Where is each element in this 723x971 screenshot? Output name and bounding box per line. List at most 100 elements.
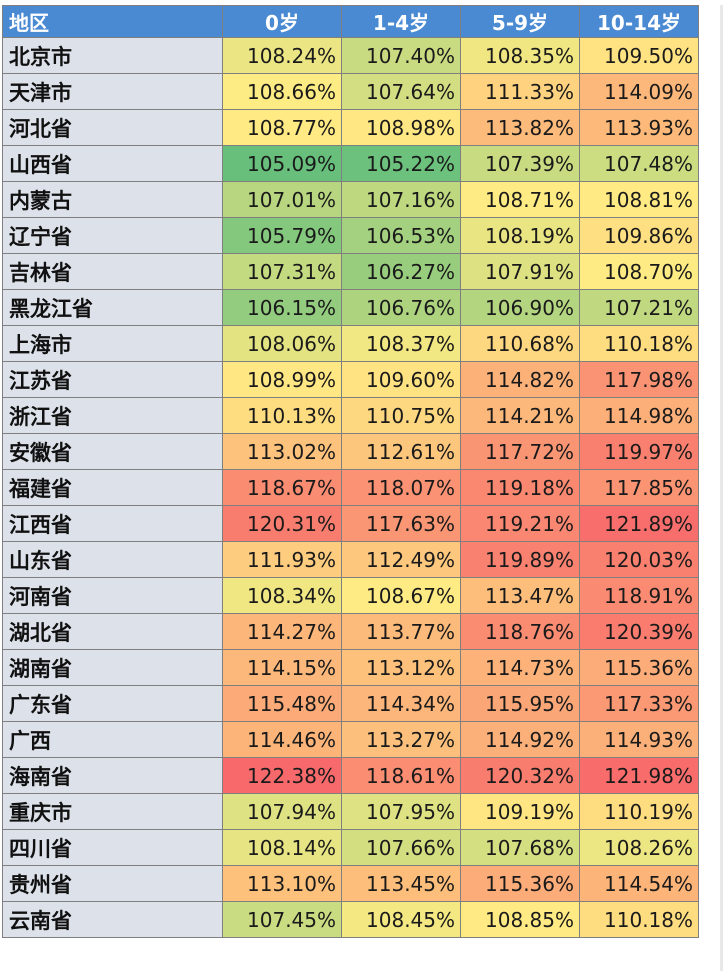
region-label: 海南省 <box>2 757 223 794</box>
region-label: 江西省 <box>2 505 223 542</box>
table-row: 吉林省 107.31% 106.27% 107.91% 108.70% <box>2 253 699 290</box>
region-label: 安徽省 <box>2 433 223 470</box>
region-label: 内蒙古 <box>2 181 223 218</box>
heatmap-cell: 114.09% <box>579 73 699 110</box>
heatmap-cell: 108.06% <box>222 325 342 362</box>
heatmap-cell: 117.85% <box>579 469 699 506</box>
heatmap-cell: 117.33% <box>579 685 699 722</box>
heatmap-cell: 107.94% <box>222 793 342 830</box>
heatmap-cell: 114.73% <box>460 649 580 686</box>
region-label: 黑龙江省 <box>2 289 223 326</box>
region-label: 山西省 <box>2 145 223 182</box>
region-label: 辽宁省 <box>2 217 223 254</box>
heatmap-cell: 110.13% <box>222 397 342 434</box>
heatmap-cell: 107.48% <box>579 145 699 182</box>
heatmap-cell: 107.16% <box>341 181 461 218</box>
heatmap-cell: 113.93% <box>579 109 699 146</box>
heatmap-cell: 108.71% <box>460 181 580 218</box>
region-label: 山东省 <box>2 541 223 578</box>
heatmap-cell: 109.86% <box>579 217 699 254</box>
heatmap-cell: 106.76% <box>341 289 461 326</box>
heatmap-cell: 113.10% <box>222 865 342 902</box>
heatmap-cell: 109.19% <box>460 793 580 830</box>
heatmap-cell: 118.07% <box>341 469 461 506</box>
heatmap-cell: 121.98% <box>579 757 699 794</box>
heatmap-cell: 114.54% <box>579 865 699 902</box>
heatmap-cell: 115.36% <box>460 865 580 902</box>
table-row: 四川省 108.14% 107.66% 107.68% 108.26% <box>2 829 699 866</box>
heatmap-cell: 107.66% <box>341 829 461 866</box>
region-label: 浙江省 <box>2 397 223 434</box>
table-row: 福建省 118.67% 118.07% 119.18% 117.85% <box>2 469 699 506</box>
heatmap-cell: 107.91% <box>460 253 580 290</box>
region-label: 河北省 <box>2 109 223 146</box>
region-label: 湖南省 <box>2 649 223 686</box>
heatmap-cell: 107.68% <box>460 829 580 866</box>
heatmap-body: 北京市 108.24% 107.40% 108.35% 109.50% 天津市 108.66… <box>2 37 699 938</box>
region-label: 贵州省 <box>2 865 223 902</box>
region-label: 江苏省 <box>2 361 223 398</box>
heatmap-cell: 119.18% <box>460 469 580 506</box>
heatmap-cell: 110.18% <box>579 901 699 938</box>
heatmap-cell: 108.24% <box>222 37 342 74</box>
heatmap-cell: 118.67% <box>222 469 342 506</box>
table-row: 辽宁省 105.79% 106.53% 108.19% 109.86% <box>2 217 699 254</box>
table-row: 黑龙江省 106.15% 106.76% 106.90% 107.21% <box>2 289 699 326</box>
table-row: 北京市 108.24% 107.40% 108.35% 109.50% <box>2 37 699 74</box>
region-label: 吉林省 <box>2 253 223 290</box>
region-label: 云南省 <box>2 901 223 938</box>
heatmap-cell: 109.60% <box>341 361 461 398</box>
heatmap-cell: 119.21% <box>460 505 580 542</box>
heatmap-cell: 114.15% <box>222 649 342 686</box>
table-row: 山东省 111.93% 112.49% 119.89% 120.03% <box>2 541 699 578</box>
heatmap-cell: 107.21% <box>579 289 699 326</box>
heatmap-cell: 111.93% <box>222 541 342 578</box>
table-row: 湖南省 114.15% 113.12% 114.73% 115.36% <box>2 649 699 686</box>
column-header: 0岁 <box>222 5 342 38</box>
heatmap-cell: 120.32% <box>460 757 580 794</box>
heatmap-cell: 107.40% <box>341 37 461 74</box>
heatmap-cell: 112.49% <box>341 541 461 578</box>
heatmap-cell: 120.39% <box>579 613 699 650</box>
heatmap-cell: 114.98% <box>579 397 699 434</box>
table-row: 天津市 108.66% 107.64% 111.33% 114.09% <box>2 73 699 110</box>
heatmap-cell: 108.67% <box>341 577 461 614</box>
heatmap-cell: 108.45% <box>341 901 461 938</box>
heatmap-cell: 105.79% <box>222 217 342 254</box>
table-row: 江西省 120.31% 117.63% 119.21% 121.89% <box>2 505 699 542</box>
region-label: 四川省 <box>2 829 223 866</box>
heatmap-cell: 114.34% <box>341 685 461 722</box>
heatmap-cell: 117.72% <box>460 433 580 470</box>
region-label: 湖北省 <box>2 613 223 650</box>
table-row: 广东省 115.48% 114.34% 115.95% 117.33% <box>2 685 699 722</box>
heatmap-cell: 105.22% <box>341 145 461 182</box>
heatmap-cell: 113.47% <box>460 577 580 614</box>
heatmap-cell: 110.19% <box>579 793 699 830</box>
heatmap-cell: 112.61% <box>341 433 461 470</box>
heatmap-cell: 119.97% <box>579 433 699 470</box>
heatmap-cell: 108.81% <box>579 181 699 218</box>
region-label: 河南省 <box>2 577 223 614</box>
heatmap-cell: 113.02% <box>222 433 342 470</box>
region-label: 北京市 <box>2 37 223 74</box>
heatmap-cell: 108.14% <box>222 829 342 866</box>
heatmap-cell: 107.39% <box>460 145 580 182</box>
region-label: 福建省 <box>2 469 223 506</box>
table-row: 海南省 122.38% 118.61% 120.32% 121.98% <box>2 757 699 794</box>
right-edge-divider <box>720 5 723 971</box>
heatmap-cell: 108.19% <box>460 217 580 254</box>
heatmap-cell: 107.64% <box>341 73 461 110</box>
region-column-header: 地区 <box>2 5 223 38</box>
region-label: 天津市 <box>2 73 223 110</box>
heatmap-cell: 115.48% <box>222 685 342 722</box>
column-header: 10-14岁 <box>579 5 699 38</box>
table-row: 江苏省 108.99% 109.60% 114.82% 117.98% <box>2 361 699 398</box>
heatmap-cell: 108.35% <box>460 37 580 74</box>
heatmap-cell: 108.77% <box>222 109 342 146</box>
heatmap-cell: 113.82% <box>460 109 580 146</box>
heatmap-cell: 122.38% <box>222 757 342 794</box>
heatmap-cell: 114.82% <box>460 361 580 398</box>
table-row: 上海市 108.06% 108.37% 110.68% 110.18% <box>2 325 699 362</box>
heatmap-cell: 111.33% <box>460 73 580 110</box>
heatmap-cell: 109.50% <box>579 37 699 74</box>
